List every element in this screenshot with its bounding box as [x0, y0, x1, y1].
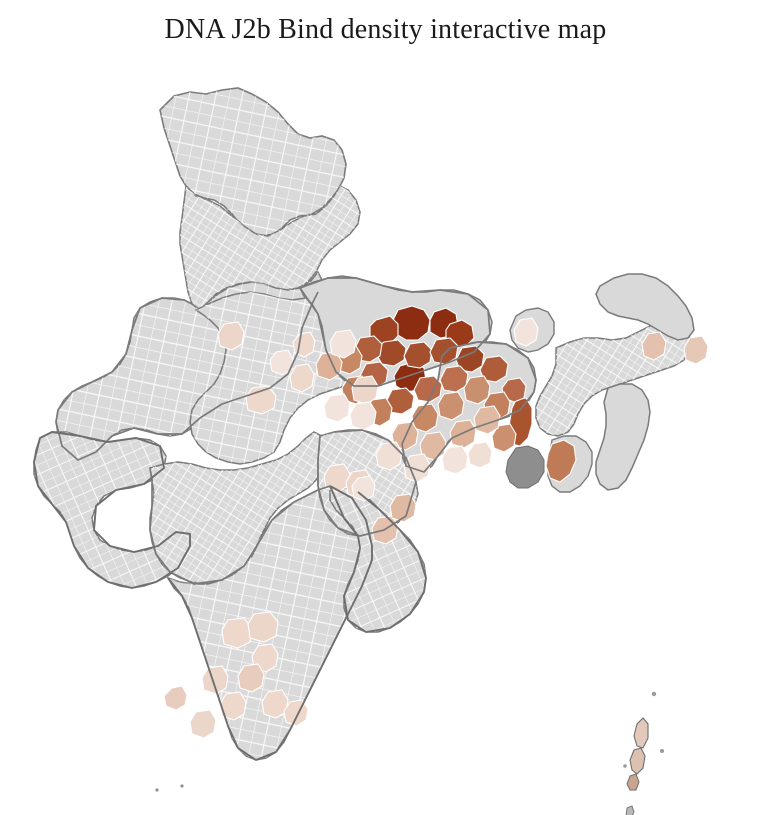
districts-maharashtra	[150, 432, 326, 584]
district-shaded-t2-tg-a[interactable]	[221, 617, 253, 649]
district-shaded-t7-c[interactable]	[403, 341, 433, 369]
district-shaded-t3-odisha-b[interactable]	[389, 493, 417, 523]
district-shaded-t6-e[interactable]	[439, 365, 469, 393]
india-choropleth-map[interactable]: low high	[0, 48, 771, 815]
district-shaded-t2-ka-f[interactable]	[163, 685, 188, 711]
district-shaded-t6-wb2[interactable]	[501, 377, 527, 403]
district-shaded-t5-e[interactable]	[437, 391, 465, 421]
district-shaded-t2-ka-e[interactable]	[189, 709, 217, 739]
district-shaded-t8-d[interactable]	[445, 319, 475, 347]
coastline-outline	[33, 431, 427, 761]
districts-himachal-punjab-haryana	[180, 186, 360, 310]
state-ne-southern-arm[interactable]	[595, 383, 651, 491]
map-svg[interactable]: low high	[0, 48, 771, 815]
district-shaded-t1-i[interactable]	[351, 475, 376, 502]
district-shaded-t5-f[interactable]	[463, 375, 491, 405]
districts-andhra-coast	[330, 486, 426, 632]
island-andaman-north[interactable]	[633, 717, 649, 749]
district-shaded-t3-e[interactable]	[473, 405, 501, 435]
districts-jammu-kashmir	[160, 88, 346, 236]
district-shaded-t1-h[interactable]	[269, 349, 294, 376]
district-shaded-t1-b[interactable]	[349, 401, 377, 431]
island-dot-b	[660, 749, 664, 753]
district-shaded-t6-d[interactable]	[413, 375, 443, 403]
district-shaded-t1-sikkim[interactable]	[513, 317, 539, 347]
district-shaded-t2-assam-a[interactable]	[641, 331, 667, 361]
district-shaded-t2-ka-d[interactable]	[261, 689, 289, 719]
district-shaded-t4-tripura[interactable]	[545, 439, 577, 483]
island-andaman-mid[interactable]	[629, 747, 646, 775]
district-shaded-t1-e[interactable]	[467, 441, 493, 469]
island-lakshadweep-a	[155, 788, 159, 792]
district-shaded-t2-up-west[interactable]	[217, 321, 245, 351]
district-shaded-t2-mp-b[interactable]	[289, 363, 315, 393]
island-dot-a	[651, 691, 657, 697]
state-arunachal-pradesh[interactable]	[595, 273, 695, 341]
district-shaded-t1-c[interactable]	[375, 441, 403, 471]
district-shaded-t6-f[interactable]	[479, 355, 509, 383]
district-shaded-t2-ka-c[interactable]	[237, 663, 265, 693]
district-shaded-t1-g[interactable]	[403, 453, 431, 483]
district-shaded-t2-cg[interactable]	[323, 463, 351, 493]
island-dot-c	[623, 764, 627, 768]
district-shaded-t4-wbsouth[interactable]	[491, 423, 517, 453]
district-shaded-t5-d[interactable]	[411, 403, 439, 433]
state-boundaries-overlay	[55, 277, 537, 585]
district-shaded-t2-assam-b[interactable]	[683, 335, 709, 365]
page-title: DNA J2b Bind density interactive map	[164, 14, 607, 45]
district-shaded-t2-tg-b[interactable]	[247, 611, 279, 643]
district-shaded-t2-up-north[interactable]	[351, 375, 379, 405]
region-sundarbans	[505, 445, 545, 489]
island-nicobar-a	[625, 805, 635, 815]
district-shaded-t1-d[interactable]	[441, 445, 469, 475]
island-andaman-south[interactable]	[626, 773, 640, 791]
district-shaded-t1-f[interactable]	[323, 393, 351, 423]
choropleth-layer[interactable]	[155, 305, 709, 815]
island-lakshadweep-b	[180, 784, 184, 788]
district-shaded-t3-d[interactable]	[449, 419, 477, 449]
district-shaded-t1-a[interactable]	[329, 329, 357, 359]
district-shaded-t2-ka-a[interactable]	[201, 665, 229, 695]
